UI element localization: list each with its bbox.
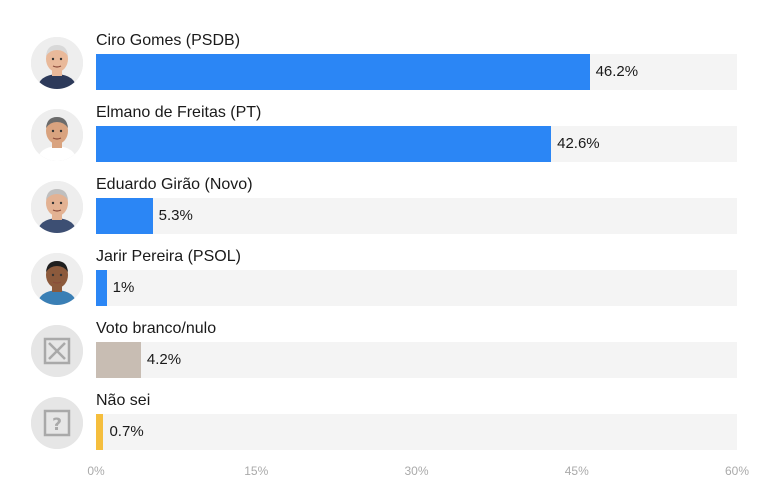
bar-track: 46.2% bbox=[96, 54, 737, 90]
x-tick-label: 15% bbox=[244, 464, 269, 478]
value-label: 4.2% bbox=[146, 351, 182, 368]
category-label: Jarir Pereira (PSOL) bbox=[96, 248, 241, 265]
bar bbox=[96, 126, 552, 162]
bar bbox=[96, 198, 153, 234]
bar-track: 1% bbox=[96, 270, 737, 306]
bar-row-6: ? Não sei 0.7% bbox=[0, 392, 768, 464]
candidate-photo-icon bbox=[31, 253, 83, 305]
x-tick-label: 30% bbox=[404, 464, 429, 478]
bar bbox=[96, 342, 141, 378]
candidate-photo-icon bbox=[31, 181, 83, 233]
bar-track: 0.7% bbox=[96, 414, 737, 450]
bar-row-4: Jarir Pereira (PSOL) 1% bbox=[0, 248, 768, 320]
category-label: Ciro Gomes (PSDB) bbox=[96, 32, 241, 49]
value-label: 5.3% bbox=[158, 207, 193, 224]
bar-track: 42.6% bbox=[96, 126, 737, 162]
bar-track: 4.2% bbox=[96, 342, 737, 378]
value-label: 42.6% bbox=[557, 135, 600, 152]
bar-row-1: Ciro Gomes (PSDB) 46.2% bbox=[0, 32, 768, 104]
value-label: 0.7% bbox=[109, 423, 144, 440]
x-tick-label: 45% bbox=[564, 464, 589, 478]
category-label: Eduardo Girão (Novo) bbox=[96, 176, 253, 193]
x-tick-label: 60% bbox=[724, 464, 750, 478]
question-box-icon: ? bbox=[31, 397, 83, 449]
value-label: 46.2% bbox=[595, 63, 639, 80]
category-label: Voto branco/nulo bbox=[96, 320, 217, 337]
candidate-photo-icon bbox=[31, 37, 83, 89]
bar bbox=[96, 54, 590, 90]
x-tick-label: 0% bbox=[87, 464, 105, 478]
bar bbox=[96, 414, 104, 450]
bar-row-5: Voto branco/nulo 4.2% bbox=[0, 320, 768, 392]
value-label: 1% bbox=[112, 279, 135, 296]
x-box-icon bbox=[31, 325, 83, 377]
bar bbox=[96, 270, 107, 306]
category-label: Elmano de Freitas (PT) bbox=[96, 104, 262, 121]
bar-track: 5.3% bbox=[96, 198, 737, 234]
bar-row-2: Elmano de Freitas (PT) 42.6% bbox=[0, 104, 768, 176]
svg-text:?: ? bbox=[52, 415, 62, 435]
bar-row-3: Eduardo Girão (Novo) 5.3% bbox=[0, 176, 768, 248]
category-label: Não sei bbox=[96, 392, 151, 409]
candidate-photo-icon bbox=[31, 109, 83, 161]
